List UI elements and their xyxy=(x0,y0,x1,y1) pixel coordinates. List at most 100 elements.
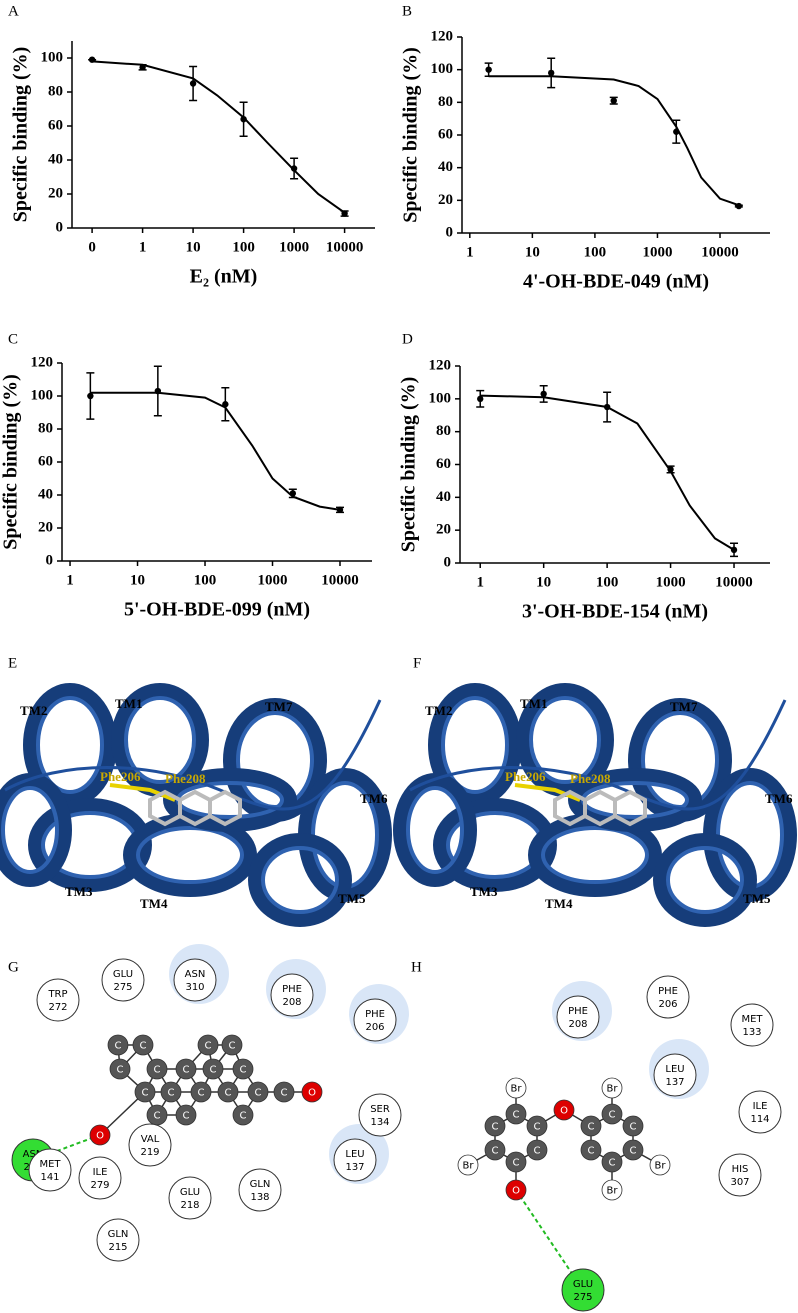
residue-name: ILE xyxy=(93,1167,108,1178)
atom xyxy=(601,1103,623,1125)
structure-label: TM6 xyxy=(765,791,793,806)
atom xyxy=(580,1139,602,1161)
y-tick-label: 0 xyxy=(446,224,454,240)
x-tick-label: 100 xyxy=(194,572,217,588)
atom xyxy=(175,1058,197,1080)
helix xyxy=(516,683,614,797)
residue-number: 307 xyxy=(730,1177,749,1188)
residue xyxy=(653,1053,697,1097)
atom xyxy=(273,1081,295,1103)
data-point xyxy=(730,546,738,554)
residue-name: ASN xyxy=(23,1149,44,1160)
residue xyxy=(738,1090,782,1134)
residue xyxy=(561,1268,605,1312)
atom xyxy=(146,1058,168,1080)
ligand xyxy=(148,789,242,827)
atom-label: Br xyxy=(463,1161,475,1172)
structure-label: Phe206 xyxy=(505,769,546,784)
helix xyxy=(28,798,152,892)
atom-label: C xyxy=(117,1065,124,1076)
y-tick-label: 20 xyxy=(438,192,453,208)
x-tick-label: 10 xyxy=(186,239,201,255)
structure-label: TM3 xyxy=(65,884,93,899)
atom-label: O xyxy=(512,1186,520,1197)
residue xyxy=(358,1093,402,1137)
atom xyxy=(622,1139,644,1161)
residue-number: 137 xyxy=(345,1162,364,1173)
data-point xyxy=(87,392,94,400)
atom-label: C xyxy=(588,1146,595,1157)
atom-label: C xyxy=(240,1065,247,1076)
residue-number: 206 xyxy=(658,999,677,1010)
loop xyxy=(409,699,787,811)
helix xyxy=(433,798,557,892)
atom xyxy=(132,1034,154,1056)
residue-number: 218 xyxy=(180,1200,199,1211)
atom xyxy=(221,1034,243,1056)
x-tick-label: 10 xyxy=(536,574,551,590)
atom-label: C xyxy=(140,1041,147,1052)
atom xyxy=(505,1077,527,1099)
structure-label: TM1 xyxy=(520,696,547,711)
data-point xyxy=(673,128,680,135)
y-tick-label: 0 xyxy=(46,552,54,568)
atom-label: C xyxy=(513,1158,520,1169)
residue xyxy=(333,1138,377,1182)
panel-label: B xyxy=(402,3,412,19)
atom xyxy=(190,1081,212,1103)
atom-label: C xyxy=(492,1122,499,1133)
y-axis-title: Specific binding (%) xyxy=(0,374,22,550)
panel-label: D xyxy=(402,331,413,347)
data-point xyxy=(547,69,555,77)
atom xyxy=(175,1104,197,1126)
residue xyxy=(718,1153,762,1197)
panel-label: G xyxy=(8,959,19,975)
structure-label: TM5 xyxy=(743,891,771,906)
residue-number: 133 xyxy=(742,1027,761,1038)
x-tick-label: 10000 xyxy=(326,239,364,255)
atom xyxy=(109,1058,131,1080)
atom-label: C xyxy=(588,1122,595,1133)
structure-label: TM5 xyxy=(338,891,366,906)
atom-label: C xyxy=(281,1088,288,1099)
helix xyxy=(653,833,757,927)
data-point xyxy=(485,66,492,73)
structure-label: TM6 xyxy=(360,791,388,806)
fit-curve xyxy=(92,60,346,214)
y-tick-label: 20 xyxy=(436,522,451,538)
x-tick-label: 10000 xyxy=(715,574,753,590)
atom-label: C xyxy=(183,1065,190,1076)
helix xyxy=(428,683,522,807)
y-tick-label: 100 xyxy=(31,387,54,403)
atom-label: C xyxy=(513,1110,520,1121)
residue-number: 208 xyxy=(282,997,301,1008)
atom-label: O xyxy=(96,1131,104,1142)
structure-label: TM2 xyxy=(425,703,452,718)
y-tick-label: 60 xyxy=(38,453,53,469)
phe-residue xyxy=(514,783,581,802)
residue-name: PHE xyxy=(568,1006,588,1017)
residue-number: 310 xyxy=(185,982,204,993)
data-point xyxy=(189,80,197,87)
helix-highlight xyxy=(666,846,744,914)
x-tick-label: 1 xyxy=(476,574,484,590)
residue xyxy=(173,958,217,1002)
y-tick-label: 100 xyxy=(41,49,64,65)
helix-highlight xyxy=(1,786,59,874)
helix-highlight xyxy=(541,826,649,884)
atom xyxy=(134,1081,156,1103)
atom-label: C xyxy=(210,1065,217,1076)
x-tick-label: 1 xyxy=(466,244,474,260)
atom xyxy=(505,1103,527,1125)
residue-number: 134 xyxy=(370,1117,389,1128)
residue-name: LEU xyxy=(665,1064,684,1075)
residue xyxy=(96,1218,140,1262)
y-tick-label: 100 xyxy=(429,390,452,406)
data-point xyxy=(289,490,297,497)
residue xyxy=(353,998,397,1042)
y-axis-title: Specific binding (%) xyxy=(400,47,422,223)
residue xyxy=(556,995,600,1039)
data-point xyxy=(290,165,298,172)
x-tick-label: 1000 xyxy=(642,244,672,260)
atom-label: Br xyxy=(607,1186,619,1197)
